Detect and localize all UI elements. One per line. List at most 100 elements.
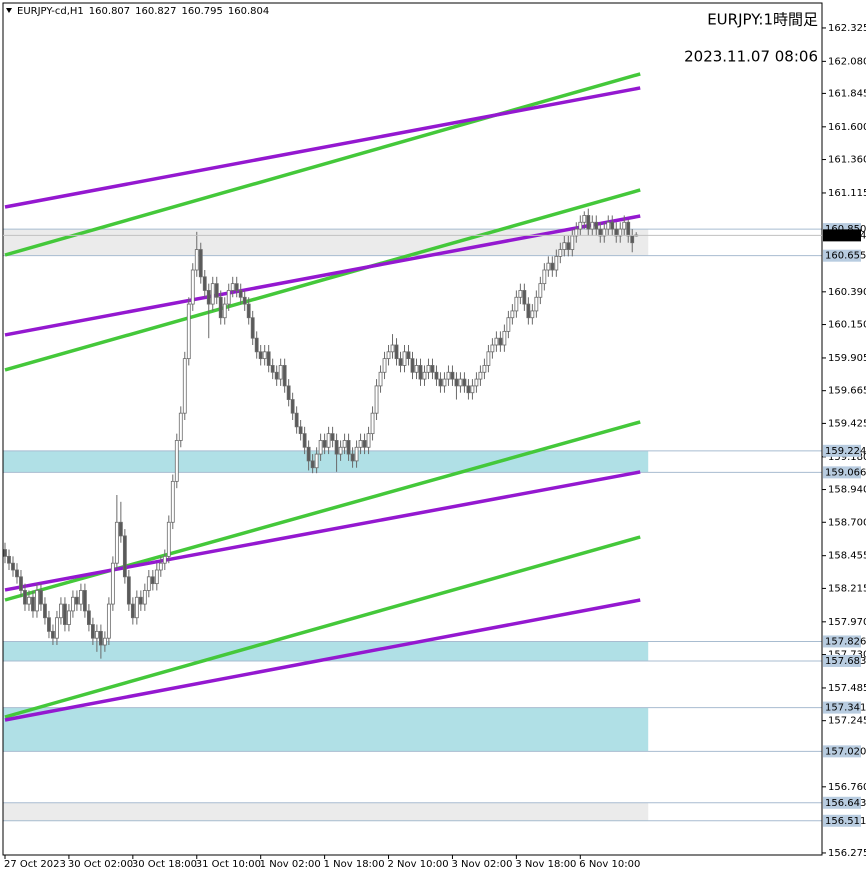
candle-body: [35, 590, 39, 612]
candle-body: [514, 296, 519, 312]
level-label-bg: [823, 745, 861, 758]
y-tick-label: 158.455: [828, 551, 866, 562]
candle-body: [522, 290, 527, 305]
candle-body: [242, 296, 247, 305]
candle-body: [414, 365, 419, 373]
candle-body: [346, 440, 351, 455]
candle-body: [382, 358, 387, 373]
candle-body: [430, 365, 435, 373]
candle-body: [214, 283, 219, 298]
level-label: 157.826: [825, 636, 866, 647]
candle-body: [118, 521, 123, 537]
candle-body: [250, 317, 255, 339]
x-tick-label: 31 Oct 10:00: [196, 859, 261, 870]
price-zone: [3, 802, 649, 821]
candle-body: [490, 344, 495, 353]
candle-body: [158, 562, 163, 571]
candle-body: [550, 262, 555, 271]
candle-body: [190, 269, 195, 305]
candle-body: [510, 310, 515, 319]
x-tick-label: 1 Nov 02:00: [260, 859, 321, 870]
x-tick-label: 3 Nov 18:00: [515, 859, 576, 870]
candle-body: [206, 290, 211, 305]
candle-body: [306, 446, 311, 462]
plot-frame: [2, 2, 823, 856]
candle-body: [614, 228, 619, 237]
candle-body: [406, 351, 411, 360]
level-label-bg: [823, 249, 861, 262]
candle-body: [79, 590, 83, 605]
candle-body: [142, 590, 147, 605]
candle-body: [378, 371, 383, 387]
y-tick-label: 162.325: [828, 23, 866, 34]
candle-body: [83, 590, 87, 612]
candle-body: [230, 283, 235, 291]
y-tick-label: 156.275: [828, 848, 866, 859]
candle-body: [202, 276, 207, 291]
candle-body: [134, 596, 139, 619]
y-tick-label: 161.360: [828, 155, 866, 166]
level-label: 159.224: [825, 446, 866, 457]
candle-body: [426, 365, 431, 373]
candle-body: [362, 440, 367, 448]
candle-body: [578, 221, 583, 230]
level-label-bg: [823, 701, 861, 714]
candle-body: [162, 555, 167, 564]
current-price-bg: [823, 229, 861, 242]
candle-body: [154, 569, 159, 585]
chart-header: EURJPY-cd,H1 160.807 160.827 160.795 160.804: [17, 6, 269, 17]
candle-body: [138, 596, 143, 605]
candle-body: [298, 426, 303, 435]
level-label: 157.020: [825, 746, 866, 757]
candle-body: [410, 358, 415, 373]
current-price-label: 160.804: [825, 230, 866, 241]
candle-body: [450, 371, 455, 380]
candle-body: [294, 412, 299, 428]
candle-body: [59, 603, 63, 619]
candle-body: [586, 215, 591, 230]
level-label: 160.655: [825, 251, 866, 262]
y-tick-label: 159.905: [828, 353, 866, 364]
candle-body: [110, 562, 115, 605]
candle-body: [23, 590, 27, 605]
x-tick-label: 30 Oct 02:00: [68, 859, 133, 870]
candle-body: [598, 228, 603, 237]
level-label-bg: [823, 796, 861, 809]
candle-body: [186, 303, 191, 360]
candle-body: [594, 221, 599, 230]
candle-body: [466, 385, 471, 394]
candle-body: [258, 351, 263, 360]
candle-body: [606, 221, 611, 230]
level-label: 157.341: [825, 703, 866, 714]
candle-body: [458, 378, 463, 387]
candle-body: [114, 521, 119, 564]
candle-body: [518, 290, 523, 298]
y-tick-label: 160.150: [828, 320, 866, 331]
candle-body: [170, 480, 175, 523]
header-ohlc: 160.807: [89, 6, 130, 17]
y-tick-label: 157.485: [828, 683, 866, 694]
candle-body: [55, 617, 59, 639]
y-tick-label: 159.425: [828, 418, 866, 429]
candle-body: [254, 337, 259, 353]
candle-body: [330, 433, 335, 441]
candle-body: [326, 433, 331, 448]
candle-body: [602, 228, 607, 237]
candle-body: [402, 351, 407, 366]
candle-body: [374, 385, 379, 414]
candle-body: [222, 303, 227, 319]
symbol-menu-icon[interactable]: [6, 8, 12, 13]
candle-body: [618, 228, 623, 237]
level-label-bg: [823, 654, 861, 667]
candle-body: [282, 365, 287, 387]
level-label: 159.066: [825, 467, 866, 478]
candle-body: [334, 440, 339, 455]
level-label-bg: [823, 466, 861, 479]
y-tick-label: 161.600: [828, 122, 866, 133]
candle-body: [570, 235, 575, 250]
candle-body: [238, 290, 243, 298]
candle-body: [178, 412, 183, 441]
level-label-bg: [823, 814, 861, 827]
candle-body: [590, 221, 595, 230]
